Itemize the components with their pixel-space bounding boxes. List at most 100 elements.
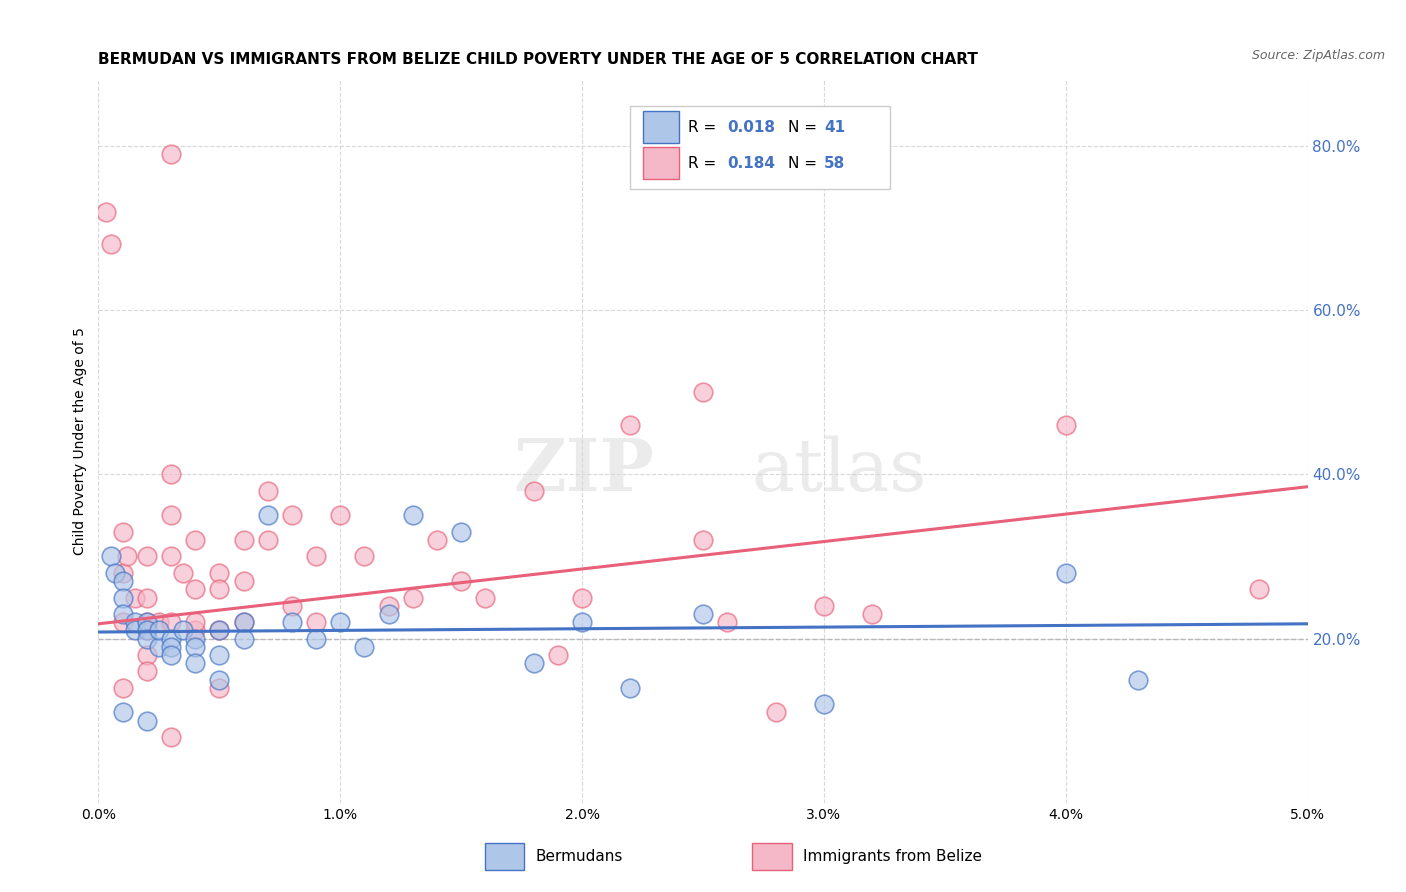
Point (329, 508, 352, 523)
Point (160, 730, 183, 744)
Point (160, 508, 183, 523)
Text: 58: 58 (824, 156, 845, 171)
Point (111, 566, 134, 580)
Point (281, 508, 304, 523)
Point (124, 615, 146, 630)
Point (305, 632, 328, 646)
Point (547, 648, 569, 662)
Point (160, 467, 183, 482)
Point (232, 615, 254, 630)
Point (232, 574, 254, 588)
Point (172, 624, 194, 638)
Point (104, 566, 127, 580)
Point (117, 549, 139, 564)
Point (329, 615, 352, 630)
Text: BERMUDAN VS IMMIGRANTS FROM BELIZE CHILD POVERTY UNDER THE AGE OF 5 CORRELATION : BERMUDAN VS IMMIGRANTS FROM BELIZE CHILD… (98, 52, 979, 67)
FancyBboxPatch shape (643, 112, 679, 143)
Point (1249, 582, 1271, 597)
Point (135, 632, 157, 646)
Point (377, 607, 399, 621)
Point (232, 533, 254, 547)
Point (124, 591, 146, 605)
Point (100, 237, 122, 252)
Point (860, 607, 883, 621)
Point (474, 591, 496, 605)
Point (208, 582, 231, 597)
Point (160, 549, 183, 564)
Point (232, 632, 254, 646)
Point (377, 599, 399, 613)
Point (353, 640, 375, 654)
Point (353, 549, 375, 564)
Point (208, 673, 231, 687)
Point (256, 508, 278, 523)
Point (184, 624, 207, 638)
Point (208, 648, 231, 662)
Point (160, 632, 183, 646)
Point (571, 591, 593, 605)
FancyBboxPatch shape (630, 105, 890, 189)
Point (402, 591, 425, 605)
Point (716, 615, 738, 630)
Point (100, 549, 122, 564)
Point (148, 615, 170, 630)
Text: Immigrants from Belize: Immigrants from Belize (803, 849, 981, 863)
Point (813, 698, 835, 712)
Point (281, 615, 304, 630)
Point (450, 574, 472, 588)
Point (160, 640, 183, 654)
Point (184, 640, 207, 654)
Point (256, 483, 278, 498)
Point (111, 524, 134, 539)
Text: Source: ZipAtlas.com: Source: ZipAtlas.com (1251, 49, 1385, 62)
Point (160, 648, 183, 662)
Point (135, 624, 157, 638)
Text: R =: R = (689, 120, 721, 135)
Point (111, 615, 134, 630)
Y-axis label: Child Poverty Under the Age of 5: Child Poverty Under the Age of 5 (73, 327, 87, 556)
Text: atlas: atlas (751, 435, 927, 506)
Point (184, 632, 207, 646)
Point (111, 706, 134, 720)
Point (124, 624, 146, 638)
Point (619, 681, 641, 695)
Point (1054, 418, 1077, 433)
Point (111, 681, 134, 695)
Point (402, 508, 425, 523)
Text: 0.018: 0.018 (727, 120, 775, 135)
Point (256, 533, 278, 547)
Point (135, 615, 157, 630)
Point (184, 615, 207, 630)
Point (208, 681, 231, 695)
Text: N =: N = (787, 156, 821, 171)
Point (692, 607, 714, 621)
Point (135, 648, 157, 662)
Text: ZIP: ZIP (513, 435, 655, 506)
FancyBboxPatch shape (485, 843, 524, 870)
Point (94, 204, 117, 219)
Text: N =: N = (787, 120, 821, 135)
Point (135, 615, 157, 630)
Point (1128, 673, 1150, 687)
Point (111, 591, 134, 605)
Point (232, 615, 254, 630)
Point (523, 657, 546, 671)
Text: R =: R = (689, 156, 721, 171)
Point (148, 624, 170, 638)
Point (765, 706, 787, 720)
Text: 0.184: 0.184 (727, 156, 775, 171)
FancyBboxPatch shape (752, 843, 792, 870)
Point (111, 607, 134, 621)
Point (111, 574, 134, 588)
Point (208, 624, 231, 638)
Point (148, 640, 170, 654)
Point (208, 624, 231, 638)
Point (619, 418, 641, 433)
Point (160, 615, 183, 630)
Text: 41: 41 (824, 120, 845, 135)
FancyBboxPatch shape (643, 147, 679, 179)
Point (305, 549, 328, 564)
Point (692, 385, 714, 400)
Point (692, 533, 714, 547)
Point (1054, 566, 1077, 580)
